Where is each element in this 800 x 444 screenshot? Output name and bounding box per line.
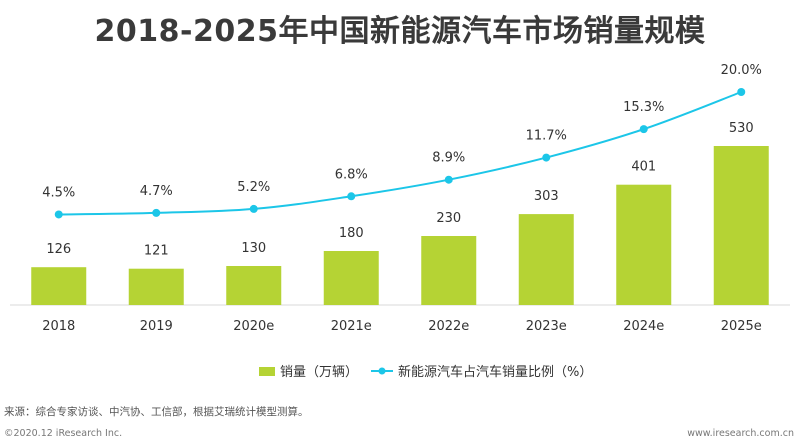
x-tick-label: 2019 xyxy=(140,319,173,334)
ratio-value-label: 11.7% xyxy=(526,129,567,144)
bar xyxy=(616,184,672,305)
ratio-value-label: 4.5% xyxy=(42,185,75,200)
bar-value-label: 303 xyxy=(534,189,559,204)
bar xyxy=(713,146,769,305)
ratio-line xyxy=(58,91,742,216)
chart-title: 2018-2025年中国新能源汽车市场销量规模 xyxy=(94,14,706,49)
legend: 销量（万辆） 新能源汽车占汽车销量比例（%） xyxy=(259,364,592,380)
x-axis-ticks: 2018 2019 2020e 2021e 2022e 2023e 2024e 2025e xyxy=(42,319,762,334)
ratio-value-label: 20.0% xyxy=(721,63,762,78)
x-tick-label: 2020e xyxy=(233,319,274,334)
bar-value-label: 530 xyxy=(729,121,754,136)
ratio-point xyxy=(444,175,453,184)
bar-value-label: 401 xyxy=(631,160,656,175)
bar-value-label: 180 xyxy=(339,226,364,241)
ratio-point xyxy=(54,210,63,219)
bar-value-label: 126 xyxy=(46,242,71,257)
bar-value-label: 230 xyxy=(436,211,461,226)
bar-value-label: 121 xyxy=(144,244,169,259)
ratio-value-label: 15.3% xyxy=(623,100,664,115)
source-note: 来源：综合专家访谈、中汽协、工信部，根据艾瑞统计模型测算。 xyxy=(4,406,309,418)
bar xyxy=(31,267,87,305)
bar xyxy=(518,214,574,305)
bar-series xyxy=(31,146,769,305)
legend-swatch-ratio-dot xyxy=(378,367,386,375)
ratio-point xyxy=(639,125,648,134)
legend-swatch-sales xyxy=(259,367,275,376)
bar xyxy=(226,266,282,305)
ratio-point xyxy=(737,88,746,96)
legend-label-sales: 销量（万辆） xyxy=(280,365,358,380)
bar xyxy=(128,268,184,305)
ratio-points xyxy=(54,88,746,219)
ratio-point xyxy=(249,204,258,213)
ratio-value-label: 5.2% xyxy=(237,180,270,195)
x-tick-label: 2018 xyxy=(42,319,75,334)
x-tick-label: 2025e xyxy=(721,319,762,334)
bar xyxy=(421,236,477,305)
copyright-text: ©2020.12 iResearch Inc. xyxy=(4,428,123,439)
x-tick-label: 2021e xyxy=(331,319,372,334)
bar-value-labels: 126 121 130 180 230 303 401 530 xyxy=(46,121,753,259)
ratio-point xyxy=(152,208,161,217)
ratio-value-label: 8.9% xyxy=(432,151,465,166)
bar-value-label: 130 xyxy=(241,241,266,256)
ratio-point xyxy=(542,153,551,162)
website-text: www.iresearch.com.cn xyxy=(687,428,794,439)
ratio-value-label: 6.8% xyxy=(335,167,368,182)
x-tick-label: 2023e xyxy=(526,319,567,334)
ratio-value-label: 4.7% xyxy=(140,184,173,199)
ratio-point xyxy=(347,192,356,201)
legend-label-ratio: 新能源汽车占汽车销量比例（%） xyxy=(398,364,592,380)
x-tick-label: 2022e xyxy=(428,319,469,334)
bar xyxy=(323,251,379,305)
ratio-value-labels: 4.5% 4.7% 5.2% 6.8% 8.9% 11.7% 15.3% 20.0% xyxy=(42,63,762,200)
x-tick-label: 2024e xyxy=(623,319,664,334)
